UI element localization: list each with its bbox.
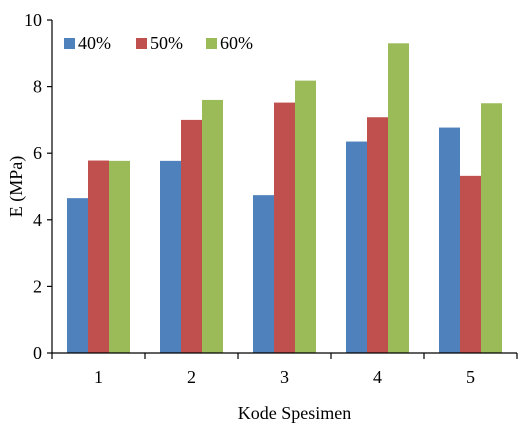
legend-label: 40% [78,33,111,53]
x-tick-label: 1 [94,367,103,387]
bar-50pct-cat-4 [367,117,388,354]
legend-swatch [136,38,147,49]
bar-40pct-cat-4 [346,141,367,353]
x-tick-label: 3 [280,367,289,387]
bar-60pct-cat-2 [202,99,223,353]
bar-60pct-cat-1 [109,160,130,353]
bar-50pct-cat-2 [181,119,202,354]
legend-label: 60% [220,33,253,53]
bar-60pct-cat-5 [481,103,502,353]
y-ticks-group: 0 2 4 6 8 10 [24,10,52,363]
axes-group [51,20,517,354]
x-axis-label: Kode Spesimen [238,403,351,423]
bar-40pct-cat-5 [439,127,460,354]
x-ticks-group: 1 2 3 4 5 [51,353,518,387]
y-tick-label: 6 [33,143,42,163]
bars-group [67,43,502,354]
y-axis-label: E (MPa) [6,156,27,218]
bar-40pct-cat-1 [67,198,88,353]
bar-50pct-cat-3 [274,102,295,353]
y-tick-label: 10 [24,10,42,30]
y-tick-label: 0 [33,343,42,363]
y-tick-label: 4 [33,210,42,230]
bar-40pct-cat-2 [160,160,181,353]
bar-40pct-cat-3 [253,195,274,353]
x-tick-label: 5 [466,367,475,387]
legend-swatch [64,38,75,49]
bar-60pct-cat-4 [388,43,409,354]
x-tick-label: 4 [373,367,382,387]
legend-swatch [206,38,217,49]
bar-50pct-cat-1 [88,160,109,353]
legend-label: 50% [150,33,183,53]
x-tick-label: 2 [187,367,196,387]
y-tick-label: 8 [33,77,42,97]
bar-50pct-cat-5 [460,175,481,353]
y-tick-label: 2 [33,276,42,296]
bar-60pct-cat-3 [295,80,316,353]
legend: 40% 50% 60% [64,33,253,53]
